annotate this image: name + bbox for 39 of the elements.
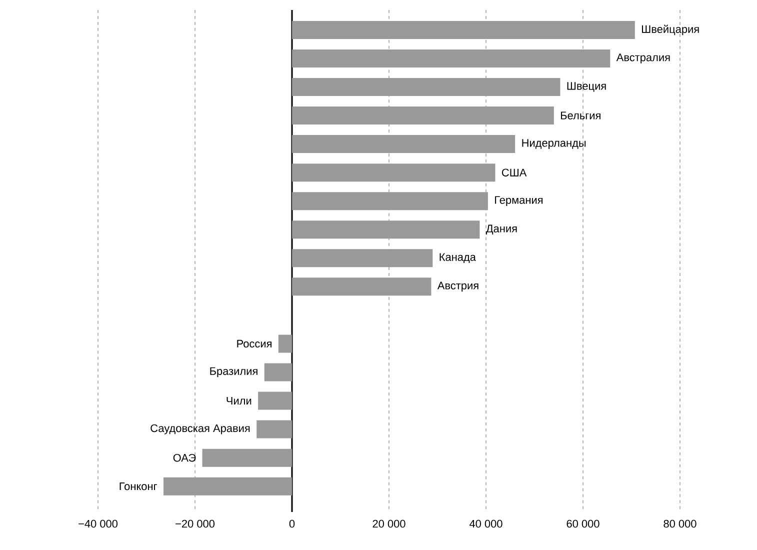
bar xyxy=(278,334,292,353)
y-tick-label: Швеция xyxy=(567,82,606,92)
bar xyxy=(292,220,480,239)
bar xyxy=(202,448,292,467)
y-tick-label: ОАЭ xyxy=(173,454,196,462)
y-tick-label: Чили xyxy=(226,396,252,405)
bar xyxy=(292,249,433,268)
y-tick-label: Швейцария xyxy=(642,24,699,36)
y-tick-label: США xyxy=(502,168,527,176)
y-tick-label: Нидерланды xyxy=(522,139,586,149)
y-tick-label: Саудовская Аравия xyxy=(150,424,250,434)
bar xyxy=(163,477,292,496)
bar xyxy=(292,135,516,154)
x-tick-label: −40 000 xyxy=(78,520,118,528)
bar xyxy=(292,49,610,68)
y-tick-label: Канада xyxy=(440,253,476,264)
x-tick-label: 0 xyxy=(289,520,295,528)
y-tick-label: Дания xyxy=(486,224,517,234)
x-tick-label: 20 000 xyxy=(372,520,406,528)
x-tick-label: 80 000 xyxy=(664,520,696,528)
bar xyxy=(292,192,488,210)
x-tick-label: −20 000 xyxy=(176,520,215,528)
y-tick-label: Россия xyxy=(237,340,272,348)
bar xyxy=(292,20,635,39)
bar xyxy=(264,363,292,382)
x-tick-label: 40 000 xyxy=(469,520,502,528)
bar xyxy=(292,106,554,125)
bar xyxy=(256,420,292,438)
y-tick-label: Бразилия xyxy=(210,367,258,378)
y-tick-label: Гонконг xyxy=(120,482,157,490)
y-tick-label: Австрия xyxy=(437,282,478,292)
bar xyxy=(292,78,560,96)
y-tick-label: Германия xyxy=(495,196,543,206)
bar xyxy=(258,392,292,410)
bar xyxy=(292,164,496,182)
y-tick-label: Бельгия xyxy=(561,112,600,120)
bar xyxy=(292,278,432,296)
x-tick-label: 60 000 xyxy=(566,520,600,528)
y-tick-label: Австралия xyxy=(616,54,670,64)
